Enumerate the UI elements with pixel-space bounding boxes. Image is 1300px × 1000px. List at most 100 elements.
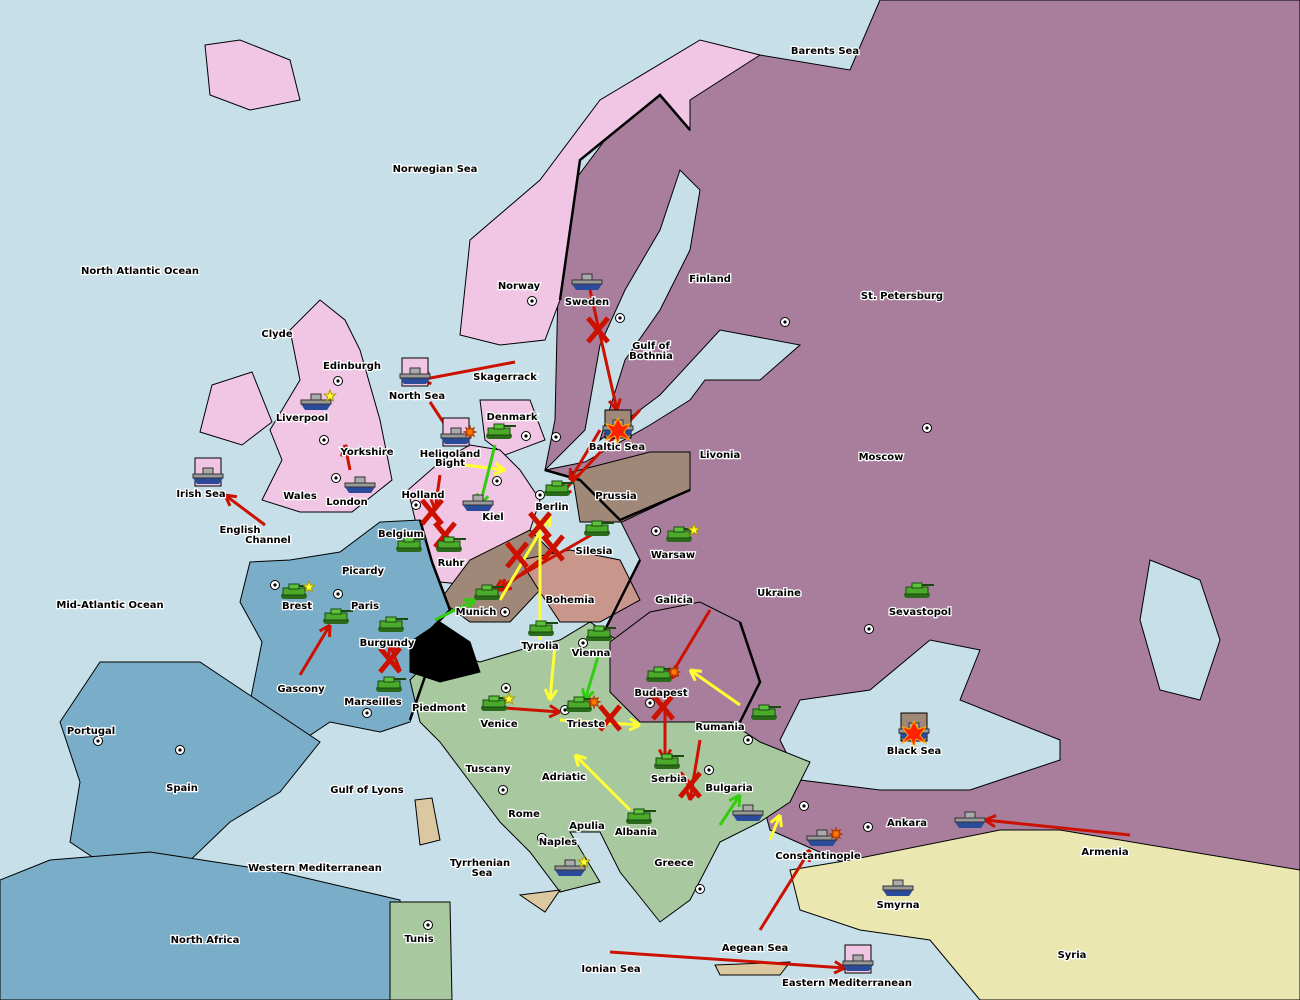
- order-arrow: [464, 463, 506, 472]
- territory-label: Trieste: [567, 719, 606, 730]
- star-icon: [301, 579, 317, 594]
- fleet-unit-london[interactable]: [344, 476, 376, 493]
- order-arrow: [298, 624, 332, 676]
- iberia[interactable]: [59, 661, 321, 871]
- order-arrow: [224, 493, 266, 527]
- burst-icon: [462, 424, 478, 440]
- failed-order-x: [678, 771, 702, 799]
- tank-turret: [633, 808, 645, 815]
- supply-center-dot: [501, 788, 505, 792]
- fleet-unit-black-sea[interactable]: [898, 712, 930, 749]
- army-unit-berlin[interactable]: [544, 480, 574, 496]
- order-arrow: [568, 429, 602, 481]
- north-africa[interactable]: [0, 851, 401, 1000]
- order-arrow: [573, 753, 632, 812]
- fleet-unit-kiel[interactable]: [462, 494, 494, 511]
- army-unit-burgundy[interactable]: [378, 616, 408, 632]
- fleet-unit-constantinople[interactable]: [806, 829, 838, 846]
- territory-label: Warsaw: [651, 550, 695, 561]
- supply-center-dot: [783, 320, 787, 324]
- norway-region[interactable]: [459, 39, 762, 346]
- army-unit-albania[interactable]: [626, 808, 656, 824]
- fleet-unit-naples[interactable]: [554, 859, 586, 876]
- territory-label: Moscow: [859, 452, 904, 463]
- ship-hull: [955, 822, 985, 828]
- army-unit-silesia[interactable]: [584, 520, 614, 536]
- arrow-head: [573, 754, 580, 767]
- ship-bridge: [310, 393, 322, 401]
- territory-label: Tunis: [404, 934, 433, 945]
- fleet-unit-baltic-sea[interactable]: [602, 409, 634, 446]
- territory-label: Ukraine: [757, 588, 801, 599]
- army-unit-paris[interactable]: [323, 608, 353, 624]
- fleet-unit-ankara[interactable]: [954, 811, 986, 828]
- ireland[interactable]: [199, 371, 273, 446]
- territory-label: Finland: [689, 274, 731, 285]
- tank-turret: [488, 695, 500, 702]
- territory-label: Tuscany: [465, 764, 511, 775]
- fleet-unit-north-sea[interactable]: [399, 357, 431, 387]
- territory-label: Portugal: [67, 726, 115, 737]
- territory-label: Edinburgh: [323, 361, 381, 372]
- territory-label: Prussia: [595, 491, 636, 502]
- denmark[interactable]: [479, 399, 546, 456]
- supply-center-dot: [96, 739, 100, 743]
- army-unit-serbia[interactable]: [654, 753, 684, 769]
- failed-order-x: [586, 316, 610, 344]
- supply-center-dot: [698, 887, 702, 891]
- turkey-south-region[interactable]: [789, 829, 1300, 1000]
- territory-label: Rumania: [695, 722, 744, 733]
- territory-label: Ankara: [887, 818, 927, 829]
- sicily[interactable]: [518, 889, 562, 913]
- order-arrow: [583, 649, 602, 701]
- ship-hull: [463, 505, 493, 511]
- territory-label: Paris: [351, 601, 379, 612]
- army-unit-vienna[interactable]: [586, 625, 616, 641]
- iceland[interactable]: [204, 39, 301, 111]
- territory-label: Piedmont: [412, 703, 466, 714]
- territory-label: Black Sea: [887, 746, 942, 757]
- caspian-sea[interactable]: [1139, 559, 1221, 701]
- bohemia[interactable]: [519, 549, 641, 623]
- supply-center-dot: [322, 438, 326, 442]
- arrow-head: [728, 793, 741, 802]
- failed-order-x: [420, 498, 444, 526]
- arrow-head: [224, 493, 238, 499]
- army-unit-munich[interactable]: [474, 584, 504, 600]
- territory-label: Rome: [508, 809, 540, 820]
- fleet-unit-bulgaria[interactable]: [732, 804, 764, 821]
- fleet-unit-liverpool[interactable]: [300, 393, 332, 410]
- ship-bridge: [964, 811, 976, 819]
- arrow-head: [984, 813, 997, 822]
- fleet-unit-irish-sea[interactable]: [192, 457, 224, 487]
- army-unit-rumania[interactable]: [751, 704, 781, 720]
- power-border: [598, 559, 642, 641]
- army-unit-belgium[interactable]: [396, 536, 426, 552]
- territory-label: Serbia: [651, 774, 687, 785]
- tank-turret: [653, 666, 665, 673]
- army-unit-sevastopol[interactable]: [904, 582, 934, 598]
- ship-bridge: [472, 494, 484, 502]
- supply-center-dot: [554, 435, 558, 439]
- ship-bridge: [354, 476, 366, 484]
- tank-turret: [383, 676, 395, 683]
- arrow-head: [498, 578, 507, 591]
- baltic-sea[interactable]: [543, 169, 802, 471]
- order-arrow: [609, 950, 846, 970]
- fleet-unit-eastern-mediterranean[interactable]: [842, 944, 874, 974]
- corsica-sardinia[interactable]: [414, 797, 441, 846]
- territory-label: Adriatic: [542, 772, 586, 783]
- tank-turret: [573, 696, 585, 703]
- power-border: [544, 468, 691, 522]
- fleet-unit-smyrna[interactable]: [882, 879, 914, 896]
- army-unit-denmark[interactable]: [486, 423, 516, 439]
- army-unit-tyrolia[interactable]: [528, 620, 558, 636]
- army-unit-ruhr[interactable]: [436, 536, 466, 552]
- power-border: [408, 519, 452, 721]
- order-arrow: [548, 644, 557, 701]
- fleet-unit-sweden[interactable]: [571, 273, 603, 290]
- army-unit-marseilles[interactable]: [376, 676, 406, 692]
- supply-center-dot: [618, 316, 622, 320]
- tunis[interactable]: [389, 901, 453, 1000]
